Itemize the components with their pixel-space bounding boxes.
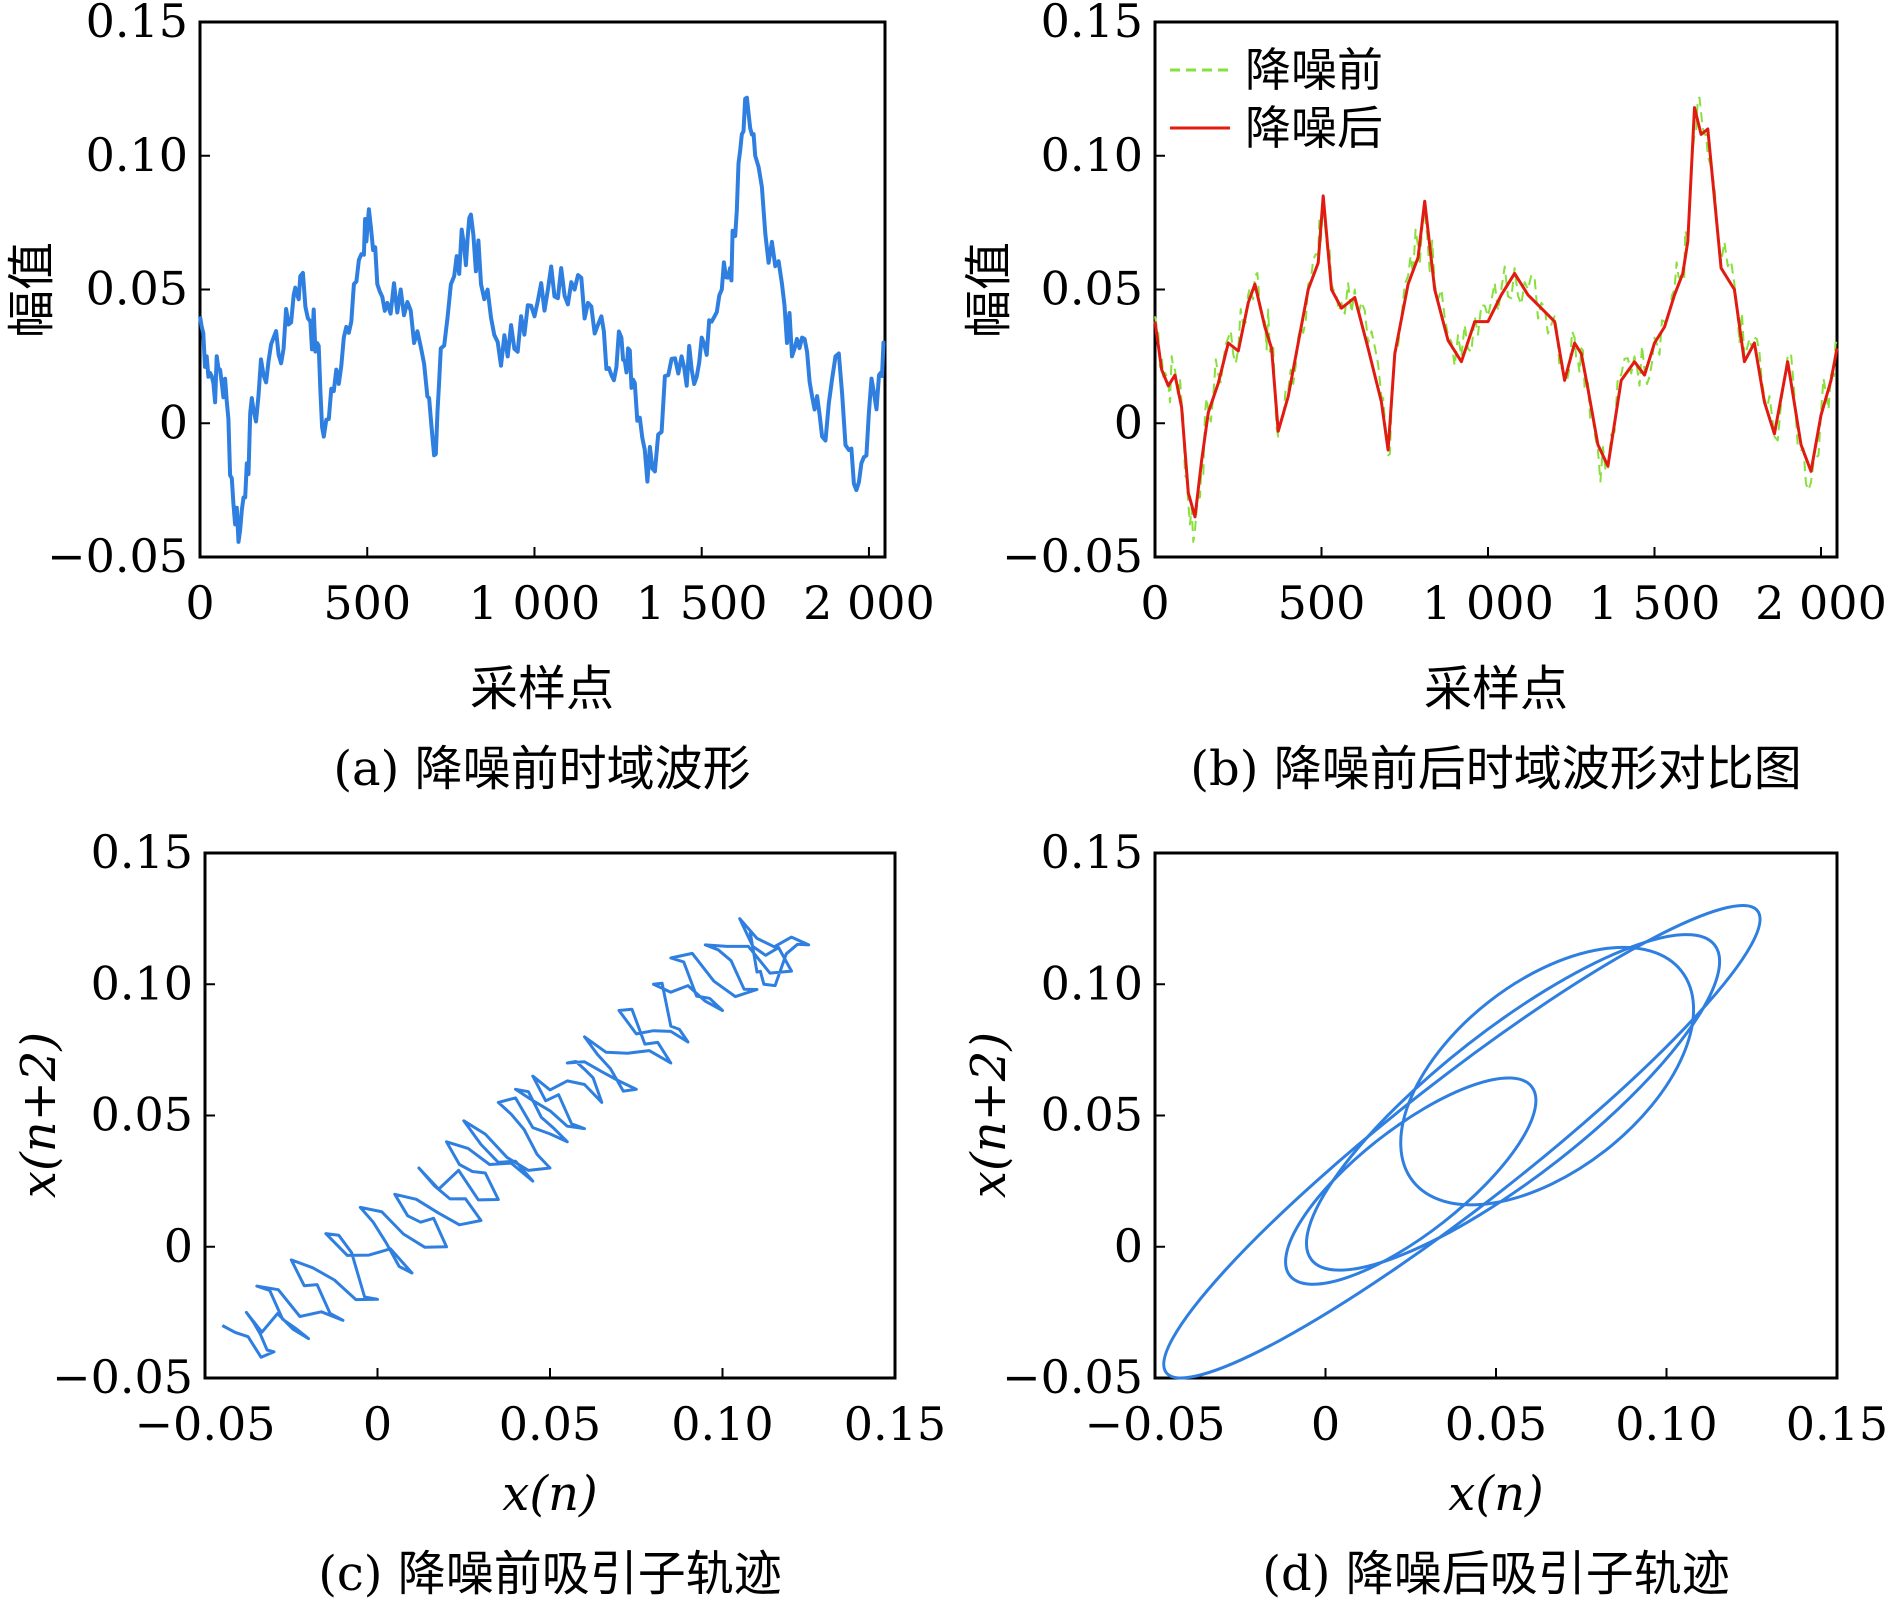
x-tick-label: 500 — [323, 576, 411, 630]
legend-label-before: 降噪前 — [1245, 43, 1383, 97]
panel-d: −0.05 0 0.05 0.10 0.15 −0.05 0 0.05 0.10 0.15 x(… — [961, 825, 1888, 1602]
plot-frame — [203, 851, 897, 1380]
x-tick-label: 0.10 — [671, 1397, 773, 1451]
x-tick-label: −0.05 — [1085, 1397, 1226, 1451]
y-tick-label: 0 — [1114, 395, 1143, 449]
y-tick-label: 0.05 — [1041, 1088, 1143, 1142]
x-tick-label: 0.15 — [1786, 1397, 1888, 1451]
x-tick-label: 0 — [1311, 1397, 1340, 1451]
x-tick-label: 0 — [185, 576, 214, 630]
trajectory-loop — [1162, 904, 1762, 1380]
y-tick-label: 0 — [164, 1219, 193, 1273]
x-tick-label: 0 — [363, 1397, 392, 1451]
y-tick-label: 0.10 — [91, 956, 193, 1010]
y-tick-label: 0.15 — [91, 825, 193, 879]
y-tick-label: 0 — [159, 395, 188, 449]
x-tick-label: 500 — [1278, 576, 1366, 630]
caption: (a) 降噪前时域波形 — [333, 741, 750, 797]
x-tick-label: 2 000 — [803, 576, 935, 630]
plot-frame — [1153, 851, 1839, 1380]
y-tick-label: 0.10 — [86, 128, 188, 182]
series-line — [198, 95, 886, 544]
trajectory-loop — [1399, 945, 1696, 1207]
x-tick-label: 1 500 — [636, 576, 768, 630]
x-tick-label: 0.05 — [1445, 1397, 1547, 1451]
y-tick-label: 0.05 — [86, 262, 188, 316]
caption: (d) 降噪后吸引子轨迹 — [1262, 1546, 1729, 1602]
caption: (c) 降噪前吸引子轨迹 — [318, 1546, 782, 1602]
x-axis-label: 采样点 — [1424, 661, 1568, 717]
x-tick-label: 0.10 — [1615, 1397, 1717, 1451]
y-axis-label: 幅值 — [4, 242, 60, 338]
y-tick-label: 0 — [1114, 1219, 1143, 1273]
y-tick-label: −0.05 — [1002, 529, 1143, 583]
y-tick-label: −0.05 — [52, 1350, 193, 1404]
panel-c: −0.05 0 0.05 0.10 0.15 −0.05 0 0.05 0.10 0.15 x(… — [11, 825, 946, 1602]
series-line — [1153, 106, 1839, 519]
x-axis-label: 采样点 — [470, 661, 614, 717]
x-tick-label: 0 — [1140, 576, 1169, 630]
y-axis-label: x(n+2) — [961, 1032, 1017, 1198]
x-tick-label: 0.05 — [499, 1397, 601, 1451]
series-line — [221, 917, 811, 1359]
y-tick-label: −0.05 — [47, 529, 188, 583]
y-tick-label: 0.05 — [1041, 262, 1143, 316]
legend-label-after: 降噪后 — [1245, 101, 1383, 155]
y-tick-label: 0.15 — [1041, 825, 1143, 879]
y-axis-label: 幅值 — [961, 242, 1017, 338]
y-tick-label: 0.15 — [86, 0, 188, 48]
trajectory-loop — [1304, 933, 1722, 1272]
x-axis-label: x(n) — [502, 1466, 597, 1522]
series-line — [1154, 96, 1838, 543]
y-tick-label: 0.15 — [1041, 0, 1143, 48]
y-axis-label: x(n+2) — [11, 1032, 67, 1198]
x-tick-label: 1 000 — [469, 576, 601, 630]
x-tick-label: 1 000 — [1422, 576, 1554, 630]
legend: 降噪前 降噪后 — [1170, 43, 1383, 155]
x-axis-label: x(n) — [1448, 1466, 1543, 1522]
caption: (b) 降噪前后时域波形对比图 — [1190, 741, 1801, 797]
x-tick-label: 2 000 — [1755, 576, 1887, 630]
trajectory-loop — [1284, 1076, 1538, 1286]
x-tick-label: 1 500 — [1589, 576, 1721, 630]
y-tick-label: 0.10 — [1041, 128, 1143, 182]
x-tick-label: 0.15 — [844, 1397, 946, 1451]
y-tick-label: −0.05 — [1002, 1350, 1143, 1404]
y-tick-label: 0.05 — [91, 1088, 193, 1142]
x-tick-label: −0.05 — [135, 1397, 276, 1451]
y-tick-label: 0.10 — [1041, 956, 1143, 1010]
